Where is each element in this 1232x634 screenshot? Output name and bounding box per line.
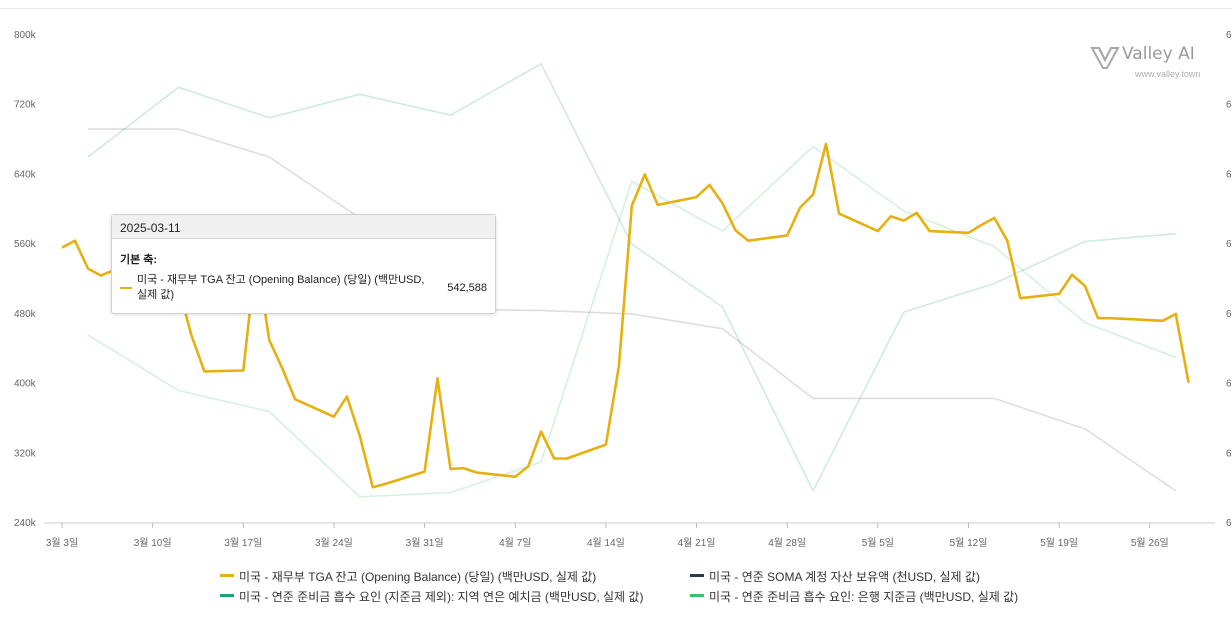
- y-tick-label: 240k: [14, 518, 37, 529]
- logo-name: Valley AI: [1122, 44, 1195, 64]
- tooltip-date: 2025-03-11: [112, 215, 495, 239]
- legend-item-bank-reserves[interactable]: 미국 - 연준 준비금 흡수 요인: 은행 지준금 (백만USD, 실제 값): [690, 588, 1018, 605]
- valley-ai-logo: Valley AI www.valley.town: [1090, 44, 1200, 79]
- x-tick-label: 3월 31일: [406, 537, 444, 549]
- x-tick-label: 4월 7일: [499, 537, 531, 549]
- x-tick-label: 5월 12일: [950, 537, 988, 549]
- valley-logo-icon: [1090, 47, 1120, 69]
- y-tick-label: 480k: [14, 309, 37, 320]
- y-tick-label: 560k: [14, 239, 37, 250]
- x-tick-label: 3월 24일: [315, 537, 353, 549]
- legend-item-regional-deposits[interactable]: 미국 - 연준 준비금 흡수 요인 (지준금 제외): 지역 연은 예치금 (백…: [220, 588, 643, 605]
- legend-swatch: [220, 574, 234, 578]
- x-tick-label: 4월 21일: [678, 537, 716, 549]
- legend-swatch: [690, 594, 704, 598]
- top-divider: [0, 8, 1232, 9]
- legend-label: 미국 - 연준 준비금 흡수 요인: 은행 지준금 (백만USD, 실제 값): [709, 590, 1019, 604]
- y-axis-labels-right: 6 6 6 6 6 6 6 6: [1226, 30, 1232, 529]
- y-right-tick-label: 6: [1226, 309, 1232, 320]
- logo-url: www.valley.town: [1135, 69, 1201, 79]
- x-axis-ticks: 3월 3일 3월 10일 3월 17일 3월 24일 3월 31일 4월 7일 4월 14일…: [46, 523, 1169, 549]
- y-tick-label: 640k: [14, 169, 37, 180]
- y-right-tick-label: 6: [1226, 518, 1232, 529]
- legend-item-tga[interactable]: 미국 - 재무부 TGA 잔고 (Opening Balance) (당일) (…: [220, 568, 596, 585]
- legend-swatch: [690, 574, 704, 578]
- y-right-tick-label: 6: [1226, 379, 1232, 390]
- y-axis-labels-left: 800k 720k 640k 560k 480k 400k 320k 240k: [14, 30, 37, 529]
- x-tick-label: 5월 5일: [862, 537, 894, 549]
- y-right-tick-label: 6: [1226, 239, 1232, 250]
- chart-tooltip: 2025-03-11 기본 축: 미국 - 재무부 TGA 잔고 (Openin…: [111, 214, 496, 314]
- tooltip-value: 542,588: [447, 282, 487, 294]
- series-regional-deposits-line: [87, 62, 1176, 492]
- tooltip-series-swatch: [120, 287, 132, 289]
- legend-label: 미국 - 연준 준비금 흡수 요인 (지준금 제외): 지역 연은 예치금 (백…: [239, 590, 644, 604]
- x-tick-label: 4월 14일: [587, 537, 625, 549]
- legend-label: 미국 - 재무부 TGA 잔고 (Opening Balance) (당일) (…: [239, 570, 597, 584]
- x-tick-label: 3월 3일: [46, 537, 78, 549]
- x-tick-label: 4월 28일: [768, 537, 806, 549]
- y-tick-label: 800k: [14, 30, 37, 41]
- y-tick-label: 400k: [14, 379, 37, 390]
- y-right-tick-label: 6: [1226, 169, 1232, 180]
- x-tick-label: 3월 10일: [134, 537, 172, 549]
- y-right-tick-label: 6: [1226, 30, 1232, 41]
- x-tick-label: 3월 17일: [224, 537, 262, 549]
- x-tick-label: 5월 19일: [1040, 537, 1078, 549]
- legend-label: 미국 - 연준 SOMA 계정 자산 보유액 (천USD, 실제 값): [709, 570, 980, 584]
- series-bank-reserves-line: [87, 145, 1176, 498]
- series-lines: [61, 62, 1190, 498]
- y-right-tick-label: 6: [1226, 100, 1232, 111]
- y-right-tick-label: 6: [1226, 448, 1232, 459]
- series-soma-line: [87, 128, 1177, 492]
- legend-swatch: [220, 594, 234, 598]
- line-chart: 3월 3일 3월 10일 3월 17일 3월 24일 3월 31일 4월 7일 4월 14일…: [14, 30, 1232, 549]
- tooltip-axis-label: 기본 축:: [120, 254, 158, 266]
- tooltip-series-name: 미국 - 재무부 TGA 잔고 (Opening Balance) (당일) (…: [137, 274, 425, 301]
- legend-item-soma[interactable]: 미국 - 연준 SOMA 계정 자산 보유액 (천USD, 실제 값): [690, 568, 980, 585]
- y-tick-label: 720k: [14, 100, 37, 111]
- series-tga-line: [61, 142, 1190, 489]
- y-tick-label: 320k: [14, 448, 37, 459]
- x-tick-label: 5월 26일: [1131, 537, 1169, 549]
